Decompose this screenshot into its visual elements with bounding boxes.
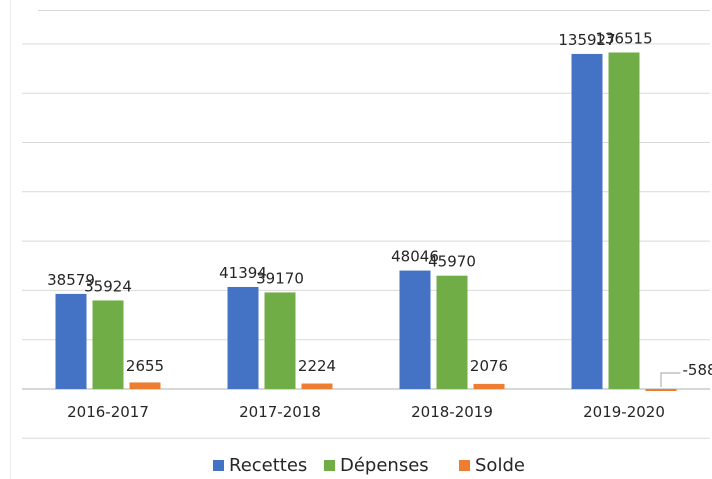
category-label: 2018-2019	[411, 403, 493, 421]
bar-recettes	[571, 53, 603, 390]
data-label: 38579	[47, 271, 95, 289]
data-label: 35924	[84, 277, 132, 295]
bar-recettes	[55, 293, 87, 389]
category-label: 2017-2018	[239, 403, 321, 421]
data-label: 2224	[298, 357, 336, 375]
legend-label: Solde	[475, 455, 525, 476]
data-label: 45970	[428, 253, 476, 271]
bar-dpenses	[608, 52, 640, 389]
data-label: 2655	[126, 357, 164, 375]
bar-solde	[129, 382, 161, 389]
legend-label: Dépenses	[340, 455, 429, 476]
bar-dpenses	[436, 275, 468, 389]
legend-swatch	[459, 460, 470, 471]
bar-recettes	[227, 286, 259, 389]
data-label: 48046	[391, 248, 439, 266]
chart-left-border	[10, 0, 11, 479]
data-label: 39170	[256, 269, 304, 287]
data-label: 135927	[558, 31, 615, 49]
data-label: -588	[683, 361, 712, 379]
data-label-leader	[660, 372, 681, 387]
category-label: 2019-2020	[583, 403, 665, 421]
legend-swatch	[324, 460, 335, 471]
bar-solde	[301, 383, 333, 389]
bar-solde	[473, 383, 505, 389]
bar-dpenses	[92, 300, 124, 389]
data-label: 41394	[219, 264, 267, 282]
legend-label: Recettes	[229, 455, 307, 476]
bar-recettes	[399, 270, 431, 389]
bar-solde	[645, 389, 677, 391]
category-label: 2016-2017	[67, 403, 149, 421]
chart-top-border	[38, 10, 710, 11]
legend-swatch	[213, 460, 224, 471]
data-label: 136515	[595, 29, 652, 47]
bar-dpenses	[264, 292, 296, 389]
data-label: 2076	[470, 357, 508, 375]
